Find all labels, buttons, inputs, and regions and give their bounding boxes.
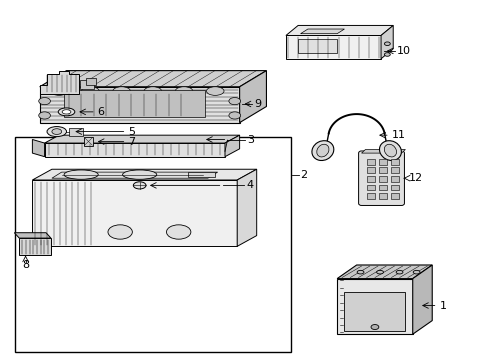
Bar	[19, 238, 51, 255]
Text: 10: 10	[396, 46, 410, 56]
Ellipse shape	[376, 270, 383, 274]
Polygon shape	[40, 71, 266, 87]
Text: 12: 12	[408, 173, 422, 183]
Ellipse shape	[133, 182, 146, 189]
Ellipse shape	[311, 141, 333, 161]
Polygon shape	[285, 26, 392, 36]
Polygon shape	[44, 135, 239, 143]
Ellipse shape	[62, 110, 71, 114]
Ellipse shape	[144, 87, 161, 95]
Bar	[344, 292, 405, 330]
Bar	[390, 167, 398, 173]
Polygon shape	[44, 143, 224, 157]
Ellipse shape	[228, 98, 240, 105]
Ellipse shape	[206, 87, 224, 95]
Ellipse shape	[412, 270, 419, 274]
Bar	[366, 176, 374, 182]
Text: 7: 7	[128, 137, 135, 147]
Ellipse shape	[122, 170, 157, 179]
Bar	[378, 176, 386, 182]
Bar	[390, 185, 398, 190]
Polygon shape	[32, 139, 44, 157]
Bar	[378, 159, 386, 165]
Ellipse shape	[395, 270, 402, 274]
Ellipse shape	[50, 87, 68, 95]
Bar	[15, 137, 290, 352]
Text: 2: 2	[300, 170, 307, 180]
Polygon shape	[361, 149, 405, 153]
Polygon shape	[14, 233, 51, 238]
Ellipse shape	[379, 141, 401, 161]
Bar	[83, 137, 93, 146]
Ellipse shape	[81, 87, 99, 95]
Polygon shape	[52, 172, 217, 178]
Text: 4: 4	[245, 180, 253, 190]
Polygon shape	[285, 36, 380, 59]
Bar	[336, 279, 412, 334]
Ellipse shape	[64, 170, 98, 179]
Bar	[64, 90, 205, 117]
Bar	[390, 176, 398, 182]
Polygon shape	[380, 26, 392, 59]
Ellipse shape	[113, 87, 130, 95]
Polygon shape	[300, 29, 344, 34]
Text: 5: 5	[128, 127, 135, 136]
Bar	[188, 172, 215, 177]
Bar	[366, 159, 374, 165]
Bar	[390, 193, 398, 199]
Ellipse shape	[108, 225, 132, 239]
Bar	[378, 193, 386, 199]
Polygon shape	[412, 265, 431, 334]
Polygon shape	[237, 169, 256, 246]
Bar	[378, 167, 386, 173]
Polygon shape	[224, 135, 239, 157]
Ellipse shape	[39, 112, 50, 119]
Polygon shape	[32, 180, 237, 246]
Text: 9: 9	[254, 99, 261, 109]
Bar	[298, 39, 336, 53]
Ellipse shape	[384, 53, 389, 56]
FancyBboxPatch shape	[358, 151, 404, 206]
Polygon shape	[239, 71, 266, 123]
Ellipse shape	[39, 98, 50, 105]
Polygon shape	[336, 265, 431, 279]
Ellipse shape	[228, 112, 240, 119]
Polygon shape	[32, 169, 256, 180]
Text: 8: 8	[22, 260, 29, 270]
Ellipse shape	[356, 270, 363, 274]
Bar	[366, 185, 374, 190]
Bar	[390, 159, 398, 165]
Polygon shape	[40, 71, 79, 94]
Bar	[80, 80, 94, 89]
Polygon shape	[40, 87, 239, 123]
Ellipse shape	[370, 324, 378, 329]
Text: 11: 11	[391, 130, 405, 140]
Bar	[366, 193, 374, 199]
Ellipse shape	[175, 87, 192, 95]
Bar	[69, 128, 82, 136]
Text: 3: 3	[246, 135, 253, 145]
Bar	[86, 78, 96, 85]
Ellipse shape	[52, 129, 61, 134]
Ellipse shape	[316, 144, 328, 157]
Text: 1: 1	[439, 301, 446, 311]
Ellipse shape	[384, 144, 396, 157]
Bar	[366, 167, 374, 173]
Bar	[378, 185, 386, 190]
Ellipse shape	[384, 42, 389, 45]
Ellipse shape	[166, 225, 190, 239]
Text: 6: 6	[97, 107, 104, 117]
Ellipse shape	[47, 127, 66, 136]
Ellipse shape	[58, 108, 75, 116]
